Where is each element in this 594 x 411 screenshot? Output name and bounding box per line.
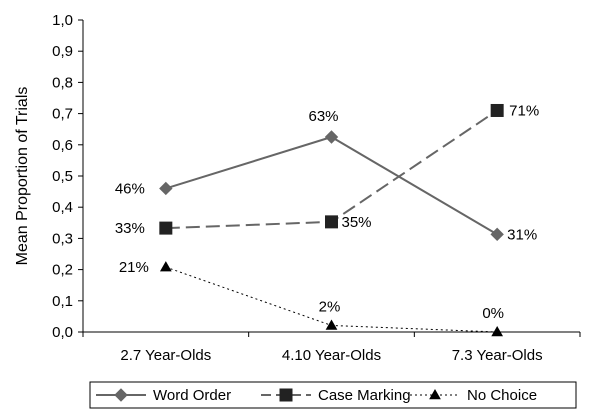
axes (82, 20, 580, 333)
data-point (159, 221, 173, 235)
y-tick-label: 0,4 (52, 199, 73, 216)
y-tick-label: 0,9 (52, 43, 73, 60)
data-point (159, 181, 173, 196)
series-word-order (159, 130, 504, 242)
data-point (324, 130, 339, 144)
data-point (325, 319, 338, 330)
x-tick-label: 2.7 Year-Olds (120, 347, 211, 364)
legend-box (89, 381, 577, 409)
series-line (165, 109, 498, 230)
y-axis-label: Mean Proportion of Trials (14, 87, 31, 266)
data-labels: 46% 63% 31% 33% 35% 71% 21% 2% 0% (115, 102, 539, 322)
legend: Word Order Case Marking No Choice (89, 381, 577, 409)
data-label: 31% (507, 226, 537, 243)
legend-label: Word Order (153, 387, 231, 404)
legend-label: No Choice (467, 387, 537, 404)
data-point (491, 325, 504, 337)
y-tick-label: 0,1 (52, 293, 73, 310)
data-label: 71% (509, 102, 539, 119)
data-point (159, 261, 172, 272)
series-case-marking (159, 103, 504, 235)
data-label: 63% (308, 108, 338, 125)
y-tick-label: 0,6 (52, 137, 73, 154)
y-tick-label: 0,3 (52, 230, 73, 247)
y-tick-label: 0,5 (52, 168, 73, 185)
data-label: 35% (342, 214, 372, 231)
data-label: 2% (319, 298, 341, 315)
legend-marker (114, 388, 128, 402)
x-axis-ticks: 2.7 Year-Olds 4.10 Year-Olds 7.3 Year-Olds (82, 332, 581, 364)
y-tick-label: 0,7 (52, 106, 73, 123)
data-point (490, 103, 504, 117)
legend-marker (429, 388, 441, 400)
y-tick-label: 0,2 (52, 262, 73, 279)
y-tick-label: 0,8 (52, 74, 73, 91)
data-label: 33% (115, 220, 145, 237)
series-no-choice (159, 261, 504, 337)
y-tick-label: 0,0 (52, 324, 73, 341)
data-point (490, 227, 504, 242)
data-label: 46% (115, 180, 145, 197)
series-group (159, 103, 504, 337)
data-label: 21% (119, 259, 149, 276)
y-tick-label: 1,0 (52, 12, 73, 29)
legend-label: Case Marking (318, 387, 411, 404)
x-tick-label: 4.10 Year-Olds (282, 347, 381, 364)
x-tick-label: 7.3 Year-Olds (452, 347, 543, 364)
y-axis-ticks: 0,0 0,1 0,2 0,3 0,4 0,5 0,6 0,7 0,8 0,9 1,0 (52, 12, 83, 341)
legend-marker (279, 388, 293, 402)
data-label: 0% (482, 305, 504, 322)
data-point (325, 215, 338, 229)
